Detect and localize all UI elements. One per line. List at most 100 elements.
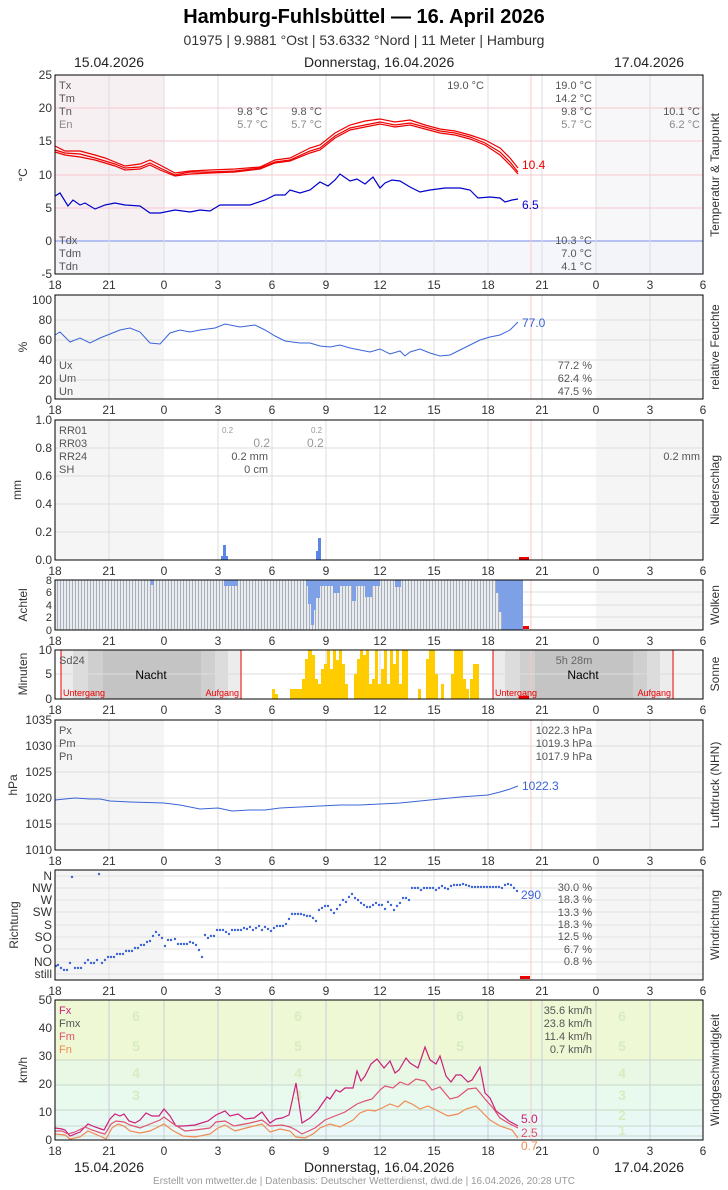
- xtick: 15: [427, 564, 441, 578]
- xtick: 21: [535, 278, 549, 292]
- xtick: 6: [700, 1144, 707, 1158]
- ytick: 1015: [25, 817, 52, 831]
- xtick: 21: [535, 1144, 549, 1158]
- xtick: 12: [373, 403, 387, 417]
- xtick: 0: [593, 278, 600, 292]
- xtick: 3: [215, 634, 222, 648]
- xtick: 3: [215, 1144, 222, 1158]
- xtick: 18: [481, 564, 495, 578]
- xtick: 21: [102, 1144, 116, 1158]
- beaufort-label: 6: [294, 1008, 302, 1024]
- ytick: 0: [45, 1133, 52, 1147]
- legend-en: En: [59, 119, 72, 131]
- ytick: 1035: [25, 713, 52, 727]
- current-temp-value: 10.4: [522, 158, 546, 172]
- y-axis-label: %: [16, 341, 30, 352]
- ytick: N: [43, 869, 52, 883]
- xtick: 0: [593, 984, 600, 998]
- xtick: 18: [481, 1144, 495, 1158]
- ytick: 0: [45, 393, 52, 407]
- footer-credits: Erstellt von mtwetter.de | Datenbasis: D…: [153, 1176, 575, 1187]
- xtick: 0: [161, 564, 168, 578]
- xtick: 15: [427, 984, 441, 998]
- pn-value: 1017.9 hPa: [536, 751, 593, 763]
- precip-panel: RR01 RR03 RR24 SH 0.2 0.2 0.2 0.2 0.2 mm…: [10, 413, 722, 567]
- xtick: 21: [535, 564, 549, 578]
- legend-um: Um: [59, 373, 76, 385]
- xtick: 18: [48, 703, 62, 717]
- xtick: 18: [481, 278, 495, 292]
- xtick: 0: [161, 1144, 168, 1158]
- ytick: 15: [39, 134, 53, 148]
- ytick: 5: [45, 667, 52, 681]
- panel-label: Wolken: [708, 585, 722, 625]
- fmx-value: 23.8 km/h: [544, 1018, 592, 1030]
- xtick: 21: [535, 984, 549, 998]
- beaufort-label: 5: [132, 1038, 140, 1054]
- xtick: 9: [323, 403, 330, 417]
- ytick: 40: [39, 1021, 53, 1035]
- sd24-label: Sd24: [59, 655, 85, 667]
- xtick: 3: [215, 403, 222, 417]
- legend-fm: Fm: [59, 1031, 75, 1043]
- dir-percent: 13.3 %: [558, 907, 592, 919]
- rr01-value: 0.2: [311, 426, 323, 435]
- xtick: 0: [593, 634, 600, 648]
- legend-tdx: Tdx: [59, 235, 78, 247]
- ytick: 50: [39, 993, 53, 1007]
- current-wind-dir: 290: [521, 888, 541, 902]
- legend-un: Un: [59, 386, 73, 398]
- xtick: 0: [593, 854, 600, 868]
- um-value: 62.4 %: [558, 373, 592, 385]
- legend-rr24: RR24: [59, 451, 87, 463]
- y-axis-label: km/h: [16, 1057, 30, 1083]
- ytick: 100: [32, 293, 52, 307]
- date-left: 15.04.2026: [74, 1159, 145, 1175]
- ytick: W: [41, 893, 53, 907]
- xtick: 18: [481, 854, 495, 868]
- rr24-next-value: 0.2 mm: [663, 451, 700, 463]
- night-label: Nacht: [135, 668, 167, 682]
- xtick: 12: [373, 634, 387, 648]
- ytick: NO: [34, 955, 52, 969]
- px-value: 1022.3 hPa: [536, 725, 593, 737]
- current-dew-value: 6.5: [522, 198, 539, 212]
- date-row-bottom: 15.04.2026 Donnerstag, 16.04.2026 17.04.…: [0, 1159, 728, 1177]
- xtick: 6: [700, 278, 707, 292]
- pressure-panel: 1022.3 Px Pm Pn 1022.3 hPa 1019.3 hPa 10…: [6, 713, 722, 857]
- tm-value: 14.2 °C: [555, 93, 592, 105]
- xtick: 3: [215, 703, 222, 717]
- dir-percent: 0.8 %: [564, 956, 592, 968]
- ux-value: 77.2 %: [558, 360, 592, 372]
- y-axis-label: hPa: [6, 774, 20, 796]
- ytick: S: [44, 918, 52, 932]
- xtick: 3: [647, 1144, 654, 1158]
- date-center: Donnerstag, 16.04.2026: [304, 54, 455, 70]
- xtick: 15: [427, 1144, 441, 1158]
- ytick: 1.0: [35, 413, 52, 427]
- xtick: 3: [647, 984, 654, 998]
- xtick: 18: [48, 634, 62, 648]
- peak-temp: 19.0 °C: [447, 80, 484, 92]
- ytick: 30: [39, 1049, 53, 1063]
- ytick: 0.2: [35, 525, 52, 539]
- beaufort-label: 2: [618, 1107, 626, 1123]
- xtick: 21: [102, 278, 116, 292]
- ytick: 5: [45, 201, 52, 215]
- xtick: 12: [373, 278, 387, 292]
- ytick: 1010: [25, 843, 52, 857]
- xtick: 6: [269, 1144, 276, 1158]
- ytick: 0.4: [35, 497, 52, 511]
- en-value: 5.7 °C: [561, 119, 592, 131]
- xtick: 0: [593, 703, 600, 717]
- ytick: SO: [35, 930, 52, 944]
- xtick: 6: [700, 703, 707, 717]
- legend-rr01: RR01: [59, 425, 87, 437]
- panel-label: Windrichtung: [708, 890, 722, 960]
- beaufort-label: 4: [294, 1065, 302, 1081]
- panel-label: Niederschlag: [708, 455, 722, 525]
- date-center: Donnerstag, 16.04.2026: [304, 1159, 455, 1175]
- tx-value: 19.0 °C: [555, 80, 592, 92]
- y-axis-label: Minuten: [16, 653, 30, 696]
- next-tn: 10.1 °C: [663, 106, 700, 118]
